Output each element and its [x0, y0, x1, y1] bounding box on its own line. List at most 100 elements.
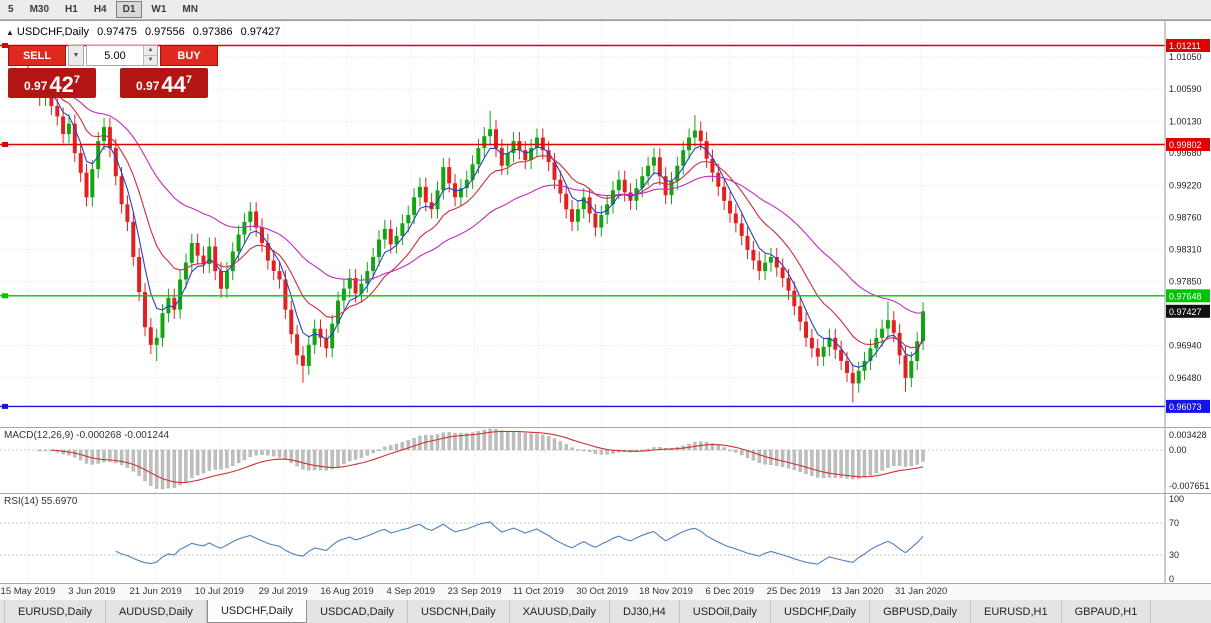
horizontal-level-lines	[0, 43, 1165, 409]
grid	[0, 21, 1165, 427]
rsi-label: RSI(14) 55.6970	[4, 496, 78, 507]
chart-tab[interactable]: GBPUSD,Daily	[870, 600, 972, 623]
candles	[26, 64, 925, 403]
volume-dropdown-button[interactable]: ▼	[68, 45, 84, 66]
collapse-triangle-icon[interactable]: ▲	[6, 28, 14, 37]
svg-text:70: 70	[1169, 518, 1179, 528]
price-axis: 1.01050 1.00590 1.00130 0.99680 0.99220 0.987…	[1164, 21, 1211, 427]
timeframe-button-active[interactable]: D1	[115, 1, 143, 18]
one-click-trade-panel: SELL ▼ ▲ ▼ BUY 0.97 42 7 0.97 44	[8, 45, 220, 98]
rsi-line	[115, 521, 924, 565]
volume-field: ▲ ▼	[86, 45, 158, 66]
spinner-up-icon[interactable]: ▲	[144, 46, 157, 56]
volume-input[interactable]	[87, 46, 143, 65]
chart-tab[interactable]: GBPAUD,H1	[1062, 600, 1152, 623]
timeframe-button[interactable]: H1	[65, 4, 78, 15]
date-label: 25 Dec 2019	[766, 586, 821, 597]
bid-price-box[interactable]: 0.97 42 7	[8, 68, 96, 98]
date-label: 16 Aug 2019	[320, 586, 374, 597]
svg-text:0.97427: 0.97427	[1169, 307, 1202, 317]
macd-indicator-pane[interactable]: 0.003428 0.00 -0.007651 MACD(12,26,9) -0.00…	[0, 427, 1211, 493]
svg-text:0.96073: 0.96073	[1169, 402, 1202, 412]
chart-tab[interactable]: AUDUSD,Daily	[106, 600, 207, 623]
date-label: 6 Dec 2019	[705, 586, 755, 597]
svg-text:0.98310: 0.98310	[1169, 244, 1202, 254]
date-label: 4 Sep 2019	[386, 586, 436, 597]
date-label: 21 Jun 2019	[129, 586, 182, 597]
svg-text:0: 0	[1169, 574, 1174, 583]
chart-tab[interactable]: USDCAD,Daily	[307, 600, 409, 623]
date-label: 18 Nov 2019	[639, 586, 693, 597]
bid-prefix: 0.97	[24, 79, 48, 93]
date-label: 30 Oct 2019	[576, 586, 629, 597]
svg-text:0.97648: 0.97648	[1169, 291, 1202, 301]
chart-tab[interactable]: USDCNH,Daily	[408, 600, 510, 623]
bid-big-digits: 42	[49, 72, 74, 97]
chevron-down-icon: ▼	[72, 52, 80, 59]
svg-text:0.98760: 0.98760	[1169, 213, 1202, 223]
svg-text:30: 30	[1169, 550, 1179, 560]
chart-tab[interactable]: EURUSD,H1	[971, 600, 1062, 623]
svg-text:0.003428: 0.003428	[1169, 430, 1207, 440]
macd-signal-line	[51, 430, 924, 484]
date-label: 11 Oct 2019	[512, 586, 564, 597]
macd-histogram	[38, 428, 925, 490]
chart-tab[interactable]: XAUUSD,Daily	[510, 600, 610, 623]
date-label: 13 Jan 2020	[831, 586, 884, 597]
ohlc-close: 0.97427	[240, 26, 281, 38]
time-axis[interactable]: 15 May 2019 3 Jun 2019 21 Jun 2019 10 Jul 2…	[0, 583, 1211, 600]
ohlc-high: 0.97556	[144, 26, 185, 38]
rsi-axis: 100 70 30 0	[1164, 493, 1211, 583]
spinner-down-icon[interactable]: ▼	[144, 56, 157, 65]
ask-prefix: 0.97	[136, 79, 160, 93]
price-chart[interactable]: 1.01050 1.00590 1.00130 0.99680 0.99220 0.987…	[0, 21, 1211, 427]
chart-tab[interactable]: USDOil,Daily	[680, 600, 771, 623]
date-label: 31 Jan 2020	[895, 586, 948, 597]
volume-spinner: ▲ ▼	[143, 46, 157, 65]
moving-averages	[39, 87, 924, 368]
timeframe-button[interactable]: 5	[8, 4, 14, 15]
svg-text:100: 100	[1169, 494, 1184, 504]
chart-window: 1.01050 1.00590 1.00130 0.99680 0.99220 0.987…	[0, 20, 1211, 600]
date-label: 23 Sep 2019	[447, 586, 502, 597]
chart-title: ▲ USDCHF,Daily 0.97475 0.97556 0.97386 0.…	[6, 26, 280, 38]
chart-tab[interactable]: DJ30,H4	[610, 600, 680, 623]
date-label: 29 Jul 2019	[258, 586, 308, 597]
svg-text:-0.007651: -0.007651	[1169, 481, 1210, 491]
ohlc-open: 0.97475	[97, 26, 137, 38]
chart-tab[interactable]: EURUSD,Daily	[4, 600, 106, 623]
svg-text:0.96940: 0.96940	[1169, 341, 1202, 351]
svg-text:0.99220: 0.99220	[1169, 180, 1202, 190]
bid-pip-digit: 7	[73, 74, 80, 86]
svg-text:0.00: 0.00	[1169, 445, 1187, 455]
svg-text:0.99802: 0.99802	[1169, 140, 1202, 150]
svg-text:1.00590: 1.00590	[1169, 84, 1202, 94]
svg-text:0.96480: 0.96480	[1169, 373, 1202, 383]
rsi-grid	[0, 494, 1165, 583]
date-label: 3 Jun 2019	[68, 586, 116, 597]
date-label: 10 Jul 2019	[194, 586, 244, 597]
ask-big-digits: 44	[161, 72, 186, 97]
chart-tab-active[interactable]: USDCHF,Daily	[206, 599, 308, 623]
svg-text:1.01211: 1.01211	[1169, 41, 1201, 51]
ask-pip-digit: 7	[185, 74, 192, 86]
symbol-label: USDCHF,Daily	[16, 26, 90, 38]
buy-button[interactable]: BUY	[160, 45, 218, 66]
ask-price-box[interactable]: 0.97 44 7	[120, 68, 208, 98]
date-label: 15 May 2019	[0, 586, 56, 597]
chart-tab-bar: EURUSD,Daily AUDUSD,Daily USDCHF,Daily U…	[0, 599, 1211, 623]
svg-text:1.00130: 1.00130	[1169, 116, 1202, 126]
macd-label: MACD(12,26,9) -0.000268 -0.001244	[4, 430, 170, 441]
svg-text:0.97850: 0.97850	[1169, 277, 1202, 287]
chart-tab[interactable]: USDCHF,Daily	[771, 600, 871, 623]
svg-text:1.01050: 1.01050	[1169, 52, 1202, 62]
ohlc-low: 0.97386	[192, 26, 233, 38]
sell-button[interactable]: SELL	[8, 45, 66, 66]
svg-text:0.99680: 0.99680	[1169, 148, 1202, 158]
timeframe-button[interactable]: W1	[151, 4, 167, 15]
rsi-indicator-pane[interactable]: 100 70 30 0 RSI(14) 55.6970	[0, 493, 1211, 583]
macd-axis: 0.003428 0.00 -0.007651	[1164, 427, 1211, 493]
timeframe-button[interactable]: M30	[29, 4, 50, 15]
timeframe-button[interactable]: MN	[182, 4, 198, 15]
timeframe-button[interactable]: H4	[93, 4, 107, 15]
